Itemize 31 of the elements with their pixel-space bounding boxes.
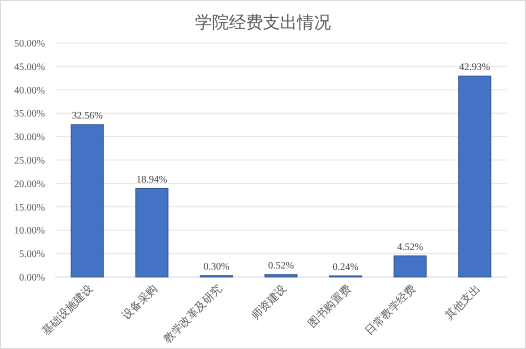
x-tick-label: 日常教学经费 — [362, 282, 418, 338]
y-tick-label: 0.00% — [19, 272, 45, 284]
y-tick-label: 10.00% — [14, 226, 45, 237]
y-tick-label: 5.00% — [19, 249, 45, 260]
data-label: 0.30% — [204, 262, 230, 273]
y-tick-label: 40.00% — [14, 85, 45, 96]
x-tick-label: 教学改革及研究 — [160, 282, 225, 346]
bar — [135, 188, 168, 278]
y-tick-label: 20.00% — [14, 178, 45, 190]
data-label: 0.24% — [332, 262, 358, 273]
bar — [458, 76, 492, 278]
data-label: 32.56% — [72, 110, 103, 122]
chart-title: 学院经费支出情况 — [195, 13, 331, 32]
bar — [264, 274, 298, 278]
x-tick-label: 其他支出 — [442, 282, 483, 322]
bar — [394, 255, 427, 278]
y-tick-label: 25.00% — [14, 156, 45, 166]
x-tick-label: 设备采购 — [120, 282, 160, 322]
x-tick-label: 图书购置费 — [306, 282, 354, 330]
y-tick-label: 50.00% — [14, 38, 45, 50]
y-tick-label: 35.00% — [14, 108, 45, 120]
data-label: 0.52% — [268, 260, 294, 272]
data-label: 18.94% — [136, 174, 168, 186]
y-tick-label: 45.00% — [14, 62, 45, 73]
x-tick-label: 基础设施建设 — [40, 282, 96, 338]
data-label: 4.52% — [397, 242, 424, 253]
bar — [70, 124, 104, 278]
y-tick-label: 30.00% — [14, 132, 45, 144]
y-tick-label: 15.00% — [14, 202, 45, 214]
data-label: 42.93% — [459, 62, 490, 74]
x-tick-label: 师资建设 — [248, 282, 290, 322]
